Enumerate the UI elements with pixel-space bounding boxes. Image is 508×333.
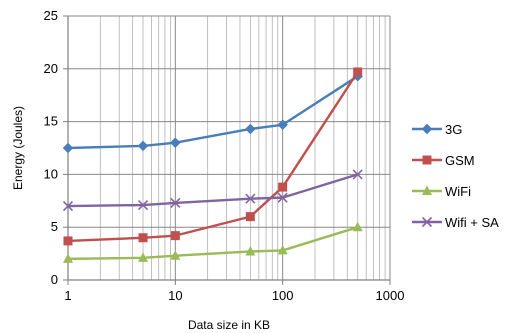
data-point-3g	[277, 119, 289, 131]
x-axis-title: Data size in KB	[188, 318, 270, 332]
legend-label: WiFi	[445, 184, 471, 199]
data-point-wifi-sa	[277, 192, 288, 203]
series-group	[62, 67, 364, 263]
series-gsm	[63, 67, 363, 246]
grid-lines	[67, 15, 391, 281]
x-marker-stroke	[170, 197, 181, 208]
y-axis-title: Energy (Joules)	[11, 106, 25, 190]
legend-marker	[421, 123, 433, 135]
y-tick-label: 20	[44, 61, 58, 76]
x-tick-label: 1	[64, 288, 71, 303]
data-point-wifi	[170, 250, 181, 260]
data-point-wifi-sa	[352, 169, 363, 180]
x-tick-label: 10	[168, 288, 182, 303]
legend-item-wifi: WiFi	[412, 184, 471, 199]
series-line-wifi-sa	[67, 173, 359, 208]
series-wifi	[63, 221, 363, 263]
y-tick-label: 0	[51, 272, 58, 287]
series-wifi-sa	[62, 169, 363, 212]
series-line-wifi	[67, 226, 359, 261]
x-marker-stroke	[62, 201, 74, 212]
data-point-wifi-sa	[170, 197, 181, 208]
legend-marker	[422, 155, 432, 165]
data-point-3g	[245, 123, 256, 135]
legend-item-wifi-sa: Wifi + SA	[412, 215, 499, 230]
series-line-3g	[67, 75, 359, 150]
legend-item-gsm: GSM	[412, 153, 475, 168]
data-point-gsm	[138, 233, 148, 243]
x-tick-label: 100	[272, 288, 294, 303]
legend-label: Wifi + SA	[445, 215, 499, 230]
data-point-3g	[62, 142, 74, 154]
legend-item-3g: 3G	[412, 122, 462, 137]
data-point-wifi-sa	[62, 201, 74, 212]
data-point-3g	[169, 137, 181, 149]
legend-label: 3G	[445, 122, 462, 137]
x-marker-stroke	[245, 193, 256, 204]
plot-area	[68, 16, 390, 280]
data-point-gsm	[170, 231, 180, 241]
data-point-wifi	[245, 245, 256, 256]
data-point-wifi-sa	[137, 199, 149, 211]
legend: 3G GSM WiFi Wifi + SA	[412, 122, 499, 230]
legend-label: GSM	[445, 153, 475, 168]
y-tick-label: 5	[51, 219, 58, 234]
y-tick-label: 10	[44, 166, 58, 181]
data-point-3g	[137, 140, 149, 152]
tick-labels: 0 5 10 15 20 25 1 10 100 1000	[44, 8, 405, 303]
data-point-wifi	[277, 244, 288, 255]
data-point-wifi	[63, 253, 73, 263]
data-point-gsm	[278, 182, 288, 192]
x-marker-stroke	[137, 199, 149, 211]
data-point-gsm	[245, 212, 255, 222]
y-tick-label: 25	[44, 8, 58, 23]
legend-marker	[422, 185, 432, 195]
legend-marker	[421, 216, 433, 228]
data-point-wifi-sa	[245, 193, 256, 204]
data-point-gsm	[63, 236, 73, 246]
data-point-gsm	[353, 67, 363, 77]
y-tick-label: 15	[44, 114, 58, 129]
data-point-wifi	[352, 221, 363, 232]
x-marker-stroke	[352, 169, 363, 180]
series-line-gsm	[67, 71, 359, 243]
x-marker-stroke	[277, 192, 288, 203]
x-marker-stroke	[421, 216, 433, 228]
x-tick-label: 1000	[376, 288, 405, 303]
data-point-wifi	[138, 252, 149, 262]
